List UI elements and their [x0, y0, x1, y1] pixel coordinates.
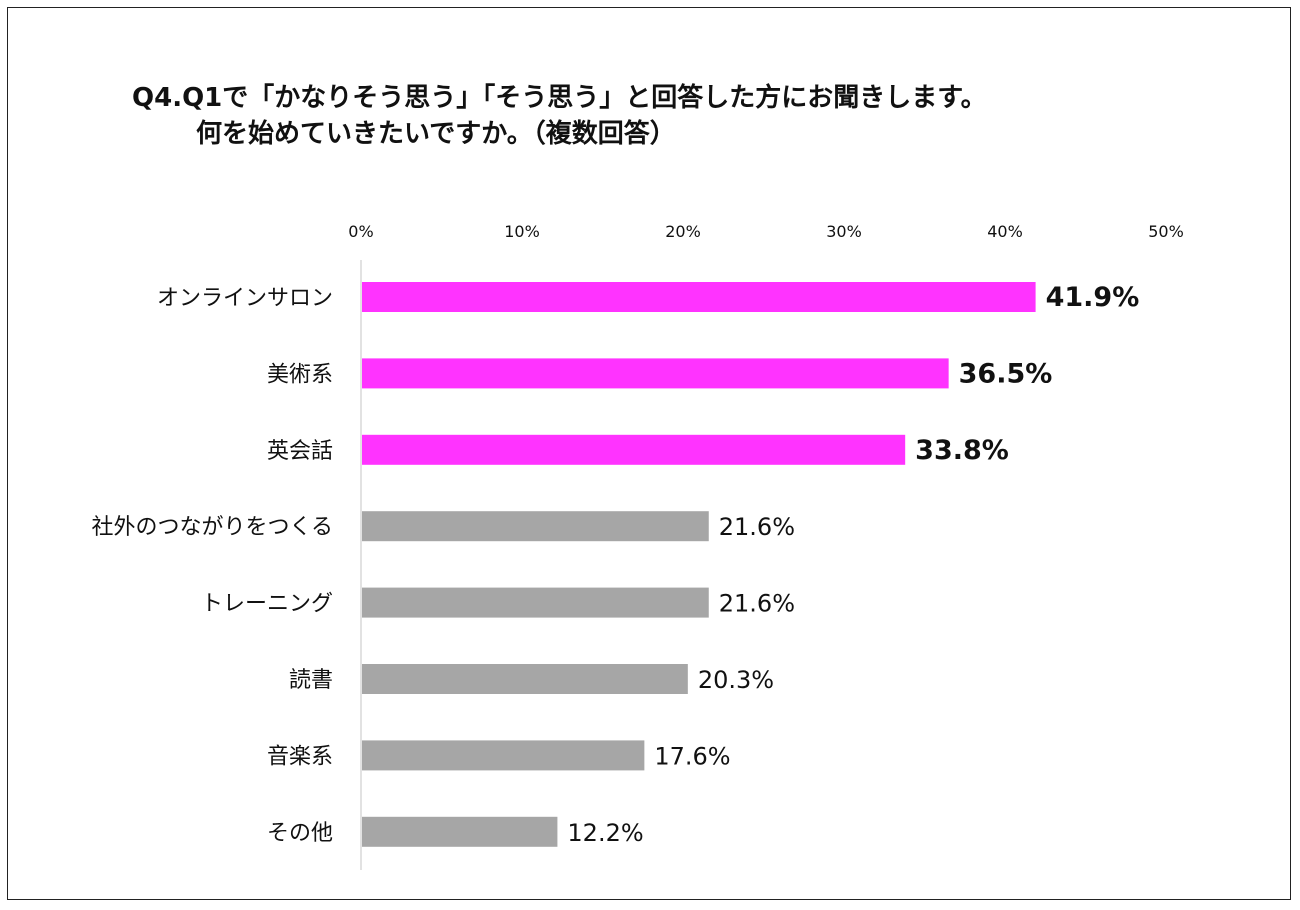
- category-label: 美術系: [267, 362, 333, 387]
- data-label: 36.5%: [959, 358, 1053, 389]
- category-label: オンラインサロン: [157, 286, 333, 311]
- category-label: その他: [267, 821, 333, 846]
- data-label: 17.6%: [654, 742, 730, 770]
- data-label: 21.6%: [719, 590, 795, 618]
- category-label: 読書: [289, 668, 333, 693]
- x-tick-label: 0%: [348, 222, 373, 241]
- data-label: 20.3%: [698, 666, 774, 694]
- bar: [362, 740, 645, 771]
- x-tick-label: 50%: [1148, 222, 1184, 241]
- chart-title-line2: 何を始めていきたいですか。（複数回答）: [196, 119, 676, 149]
- bar: [362, 816, 558, 847]
- category-label: 社外のつながりをつくる: [91, 515, 333, 540]
- bar: [362, 282, 1036, 312]
- bar: [362, 434, 906, 465]
- x-tick-label: 40%: [987, 222, 1023, 241]
- category-label: 英会話: [267, 439, 333, 464]
- category-label: 音楽系: [267, 744, 333, 769]
- data-label: 21.6%: [719, 513, 795, 541]
- data-label: 41.9%: [1046, 282, 1140, 313]
- x-tick-label: 20%: [665, 222, 701, 241]
- x-tick-label: 30%: [826, 222, 862, 241]
- bar: [362, 358, 949, 389]
- bar: [362, 664, 688, 694]
- category-label: トレーニング: [201, 592, 333, 617]
- chart-title-line1: Q4.Q1で「かなりそう思う」「そう思う」と回答した方にお聞きします。: [132, 83, 987, 113]
- bar: [362, 587, 709, 618]
- bar: [362, 511, 709, 542]
- x-tick-label: 10%: [504, 222, 540, 241]
- data-label: 12.2%: [567, 819, 643, 847]
- data-label: 33.8%: [915, 435, 1009, 466]
